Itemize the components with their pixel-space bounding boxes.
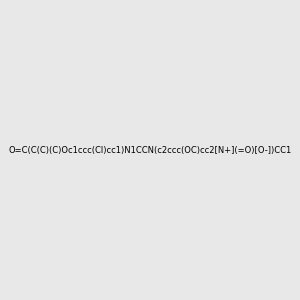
Text: O=C(C(C)(C)Oc1ccc(Cl)cc1)N1CCN(c2ccc(OC)cc2[N+](=O)[O-])CC1: O=C(C(C)(C)Oc1ccc(Cl)cc1)N1CCN(c2ccc(OC)…: [8, 146, 292, 154]
